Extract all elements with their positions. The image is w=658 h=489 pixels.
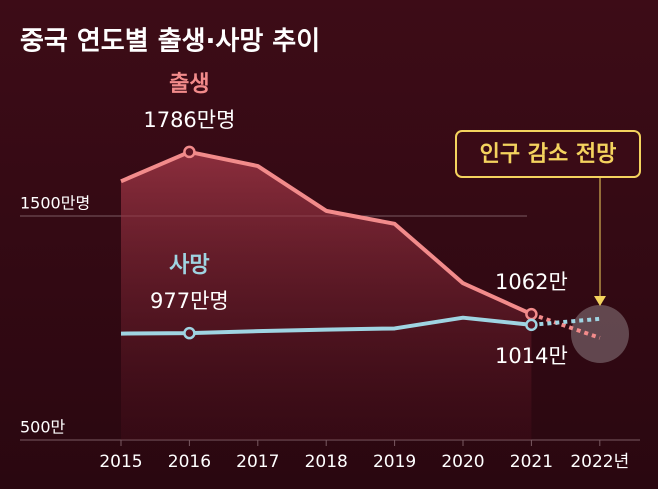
legend-label: 사망: [169, 253, 209, 278]
x-tick-label: 2022년: [570, 452, 629, 472]
annotation: 인구 감소 전망: [480, 142, 617, 167]
value-label: 1062만: [495, 270, 568, 294]
legend-label: 출생: [169, 72, 209, 97]
projection-line: [531, 316, 600, 327]
x-tick-label: 2017: [236, 452, 279, 472]
point: [183, 326, 196, 340]
x-tick-label: 2018: [305, 452, 348, 472]
annotation-box: [455, 130, 641, 178]
x-tick-label: 2019: [373, 452, 416, 472]
point: [525, 307, 538, 321]
x-tick-label: 2016: [168, 452, 211, 472]
projection-circle: [571, 305, 629, 363]
x-tick-label: 2020: [441, 452, 484, 472]
value-label: 977만명: [150, 289, 229, 313]
chart-title: 중국 연도별 출생·사망 추이: [20, 27, 320, 57]
value-label: 1786만명: [143, 108, 235, 132]
x-tick-label: 2021: [510, 452, 553, 472]
annotation-arrowhead: [594, 296, 606, 306]
x-tick-label: 2015: [99, 452, 142, 472]
y-tick-label: 500만: [20, 418, 66, 437]
y-tick-label: 1500만명: [20, 194, 90, 213]
area: [121, 151, 532, 440]
point: [525, 318, 538, 332]
value-label: 1014만: [495, 344, 568, 368]
point: [183, 145, 196, 159]
